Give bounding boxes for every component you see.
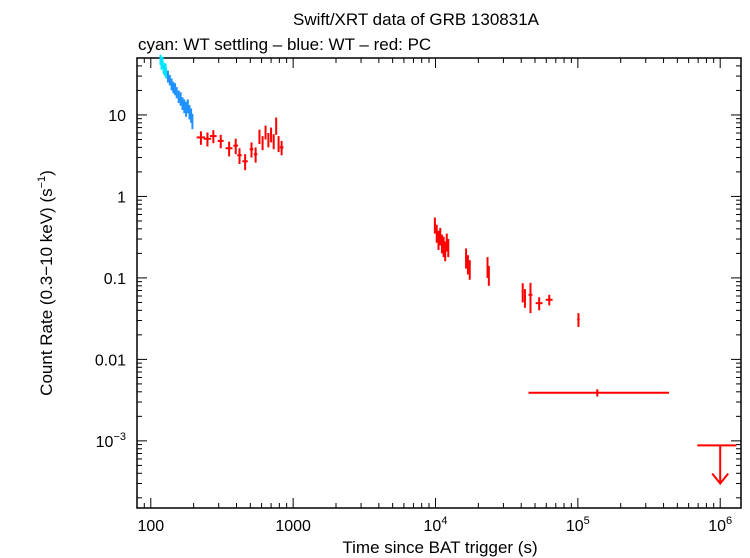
data-point-wt_settling <box>161 56 164 68</box>
data-point-pc <box>528 389 670 397</box>
data-point-pc <box>437 230 440 251</box>
upper-limit-arrow-icon <box>711 472 729 486</box>
chart-title: Swift/XRT data of GRB 130831A <box>293 10 540 29</box>
data-point-pc <box>275 117 278 135</box>
data-point-wt <box>183 99 186 114</box>
data-point-pc <box>435 224 438 243</box>
data-point-pc <box>528 282 533 314</box>
data-point-wt <box>168 74 171 86</box>
data-point-pc <box>233 138 239 155</box>
x-tick-labels: 100 1000 104 105 106 <box>137 515 732 535</box>
data-point-wt <box>191 113 194 130</box>
x-tick-label-exponent: 6 <box>726 515 732 527</box>
y-tick-label-exponent: −3 <box>113 431 126 443</box>
x-tick-label-base: 10 <box>424 518 442 535</box>
data-point-pc <box>279 140 284 156</box>
data-point-pc <box>577 313 580 327</box>
upper-limit <box>697 444 737 486</box>
x-tick-label-exponent: 4 <box>441 515 447 527</box>
y-axis-label: Count Rate (0.3−10 keV) (s−1) <box>36 170 56 396</box>
y-tick-label-base: 0.1 <box>104 271 126 288</box>
data-point-pc <box>217 134 224 149</box>
data-point-pc <box>237 148 242 165</box>
x-tick-label-exponent: 5 <box>584 515 590 527</box>
data-point-pc <box>444 241 447 262</box>
data-point-pc <box>465 248 468 269</box>
data-point-pc <box>253 147 258 163</box>
axis-ticks <box>136 57 741 508</box>
data-point-pc <box>270 127 273 143</box>
x-tick-label-base: 10 <box>566 518 584 535</box>
data-point-wt <box>174 83 177 96</box>
y-tick-label: 1 <box>117 189 126 206</box>
y-tick-label-base: 0.01 <box>95 352 126 369</box>
data-point-pc <box>264 125 267 140</box>
data-point-pc <box>203 132 212 147</box>
y-tick-label: 10−3 <box>96 431 126 451</box>
data-point-pc <box>442 236 445 258</box>
data-point-pc <box>440 234 443 254</box>
data-point-pc <box>468 260 471 280</box>
data-point-wt <box>177 90 180 104</box>
y-tick-label: 10 <box>108 108 126 125</box>
data-point-pc <box>447 239 450 258</box>
x-axis-label: Time since BAT trigger (s) <box>342 538 537 557</box>
x-tick-label-base: 1000 <box>275 518 311 535</box>
y-axis-label-close: ) <box>37 170 56 176</box>
data-point-wt <box>179 92 182 106</box>
data-point-pc <box>261 136 264 151</box>
data-point-wt <box>170 78 173 91</box>
x-tick-label: 100 <box>137 518 164 535</box>
data-point-pc <box>277 136 280 153</box>
data-point-pc <box>523 289 526 308</box>
data-point-wt_settling <box>165 67 168 79</box>
chart-subtitle: cyan: WT settling – blue: WT – red: PC <box>138 35 431 54</box>
data-point-pc <box>466 255 469 275</box>
y-tick-label: 0.01 <box>95 352 126 369</box>
data-point-pc <box>272 134 275 150</box>
y-tick-label-base: 10 <box>108 108 126 125</box>
y-axis-label-exponent: −1 <box>36 176 48 189</box>
data-point-pc <box>242 154 248 171</box>
x-tick-label: 1000 <box>275 518 311 535</box>
y-axis-label-base: Count Rate (0.3−10 keV) (s <box>37 188 56 395</box>
data-point-pc <box>267 133 270 148</box>
x-tick-label: 105 <box>566 515 590 535</box>
x-tick-label: 104 <box>424 515 448 535</box>
data-point-wt <box>186 99 189 114</box>
data-point-pc <box>209 130 217 144</box>
x-tick-label-base: 100 <box>137 518 164 535</box>
data-point-wt <box>185 101 188 117</box>
data-point-wt <box>181 97 184 111</box>
data-points <box>159 54 737 486</box>
plot-frame <box>136 57 742 509</box>
data-point-pc <box>225 141 233 157</box>
data-point-pc <box>439 227 442 246</box>
data-point-wt <box>166 70 169 83</box>
y-tick-label-base: 1 <box>117 189 126 206</box>
data-point-pc <box>535 297 543 311</box>
data-point-pc <box>249 142 254 158</box>
data-point-wt <box>172 81 175 94</box>
y-tick-label-base: 10 <box>96 434 114 451</box>
data-point-pc <box>433 217 436 234</box>
data-point-pc <box>258 129 261 145</box>
x-tick-label: 106 <box>708 515 732 535</box>
data-point-pc <box>521 283 524 303</box>
x-tick-label-base: 10 <box>708 518 726 535</box>
data-point-wt <box>188 105 191 120</box>
data-point-pc <box>487 266 490 286</box>
y-tick-label: 0.1 <box>104 271 126 288</box>
data-point-pc <box>196 131 205 145</box>
data-point-pc <box>445 233 448 252</box>
data-point-pc <box>545 294 553 306</box>
data-point-wt <box>175 87 178 99</box>
